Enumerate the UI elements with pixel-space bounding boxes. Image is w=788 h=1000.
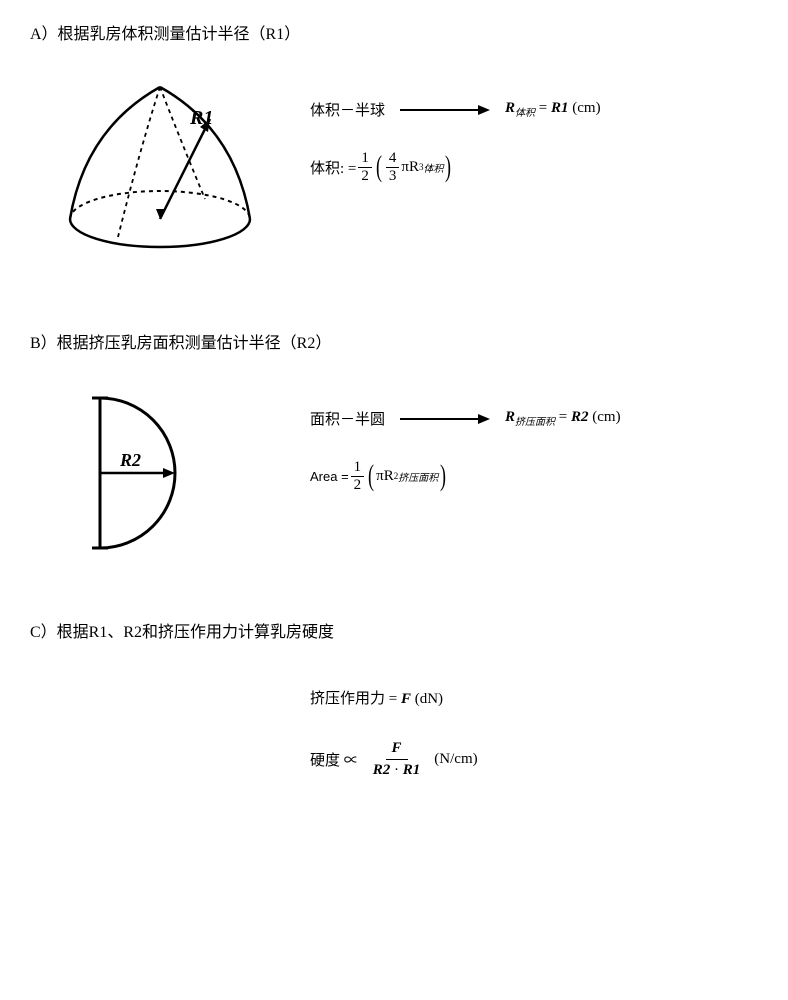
formula-c2: 硬度 ∝ F R2 · R1 (N/cm) xyxy=(310,738,758,780)
arrow-icon xyxy=(400,412,490,426)
section-b-body: R2 面积－半圆 R挤压面积 = R2 (cm) Area = 1 xyxy=(30,378,758,558)
formula-b1: 面积－半圆 R挤压面积 = R2 (cm) xyxy=(310,408,758,429)
section-c-title: C）根据R1、R2和挤压作用力计算乳房硬度 xyxy=(30,618,758,642)
a1-lhs: 体积－半球 xyxy=(310,99,385,120)
section-a-body: R1 体积－半球 R体积 = R1 (cm) 体积: = 1 xyxy=(30,69,758,269)
section-c: C）根据R1、R2和挤压作用力计算乳房硬度 挤压作用力 = F (dN) 硬度 … xyxy=(30,618,758,780)
arrow-icon xyxy=(400,103,490,117)
section-a-formulas: 体积－半球 R体积 = R1 (cm) 体积: = 1 2 ( xyxy=(290,69,758,214)
formula-c1: 挤压作用力 = F (dN) xyxy=(310,687,758,708)
frac-half-b: 1 2 xyxy=(351,459,365,493)
formula-b2: Area = 1 2 ( πR2挤压面积 ) xyxy=(310,459,758,493)
section-b-formulas: 面积－半圆 R挤压面积 = R2 (cm) Area = 1 2 ( xyxy=(290,378,758,523)
b1-rhs: R挤压面积 = R2 (cm) xyxy=(505,409,621,428)
section-b-title: B）根据挤压乳房面积测量估计半径（R2） xyxy=(30,329,758,353)
b2-lhs: Area = xyxy=(310,469,349,484)
a1-rhs: R体积 = R1 (cm) xyxy=(505,100,601,119)
section-a: A）根据乳房体积测量估计半径（R1） R1 xyxy=(30,20,758,269)
section-c-body: 挤压作用力 = F (dN) 硬度 ∝ F R2 · R1 (N/cm) xyxy=(30,667,758,780)
a2-lhs: 体积: = xyxy=(310,157,356,178)
lparen: ( xyxy=(376,150,382,184)
b1-lhs: 面积－半圆 xyxy=(310,408,385,429)
frac-stiffness: F R2 · R1 xyxy=(367,738,427,780)
section-b: B）根据挤压乳房面积测量估计半径（R2） R2 面积－半圆 xyxy=(30,329,758,558)
r1-label: R1 xyxy=(189,107,213,129)
section-a-title: A）根据乳房体积测量估计半径（R1） xyxy=(30,20,758,44)
rparen-b: ) xyxy=(440,459,446,493)
formula-a1: 体积－半球 R体积 = R1 (cm) xyxy=(310,99,758,120)
frac-half: 1 2 xyxy=(358,150,372,184)
lparen-b: ( xyxy=(368,459,374,493)
frac-43: 4 3 xyxy=(386,150,400,184)
formula-a2: 体积: = 1 2 ( 4 3 πR3体积 ) xyxy=(310,150,758,184)
hemisphere-diagram: R1 xyxy=(50,69,290,269)
r2-label: R2 xyxy=(119,450,141,470)
rparen: ) xyxy=(445,150,451,184)
semicircle-diagram: R2 xyxy=(50,378,290,558)
